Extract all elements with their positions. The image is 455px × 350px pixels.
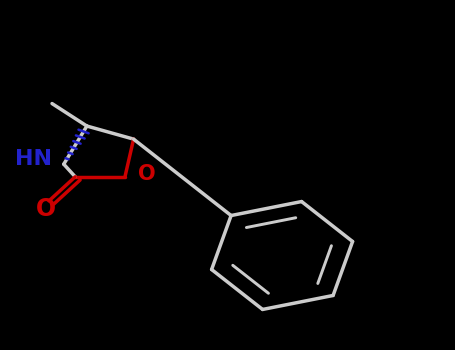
Text: O: O (138, 164, 155, 184)
Text: O: O (36, 197, 56, 220)
Text: HN: HN (15, 149, 52, 169)
